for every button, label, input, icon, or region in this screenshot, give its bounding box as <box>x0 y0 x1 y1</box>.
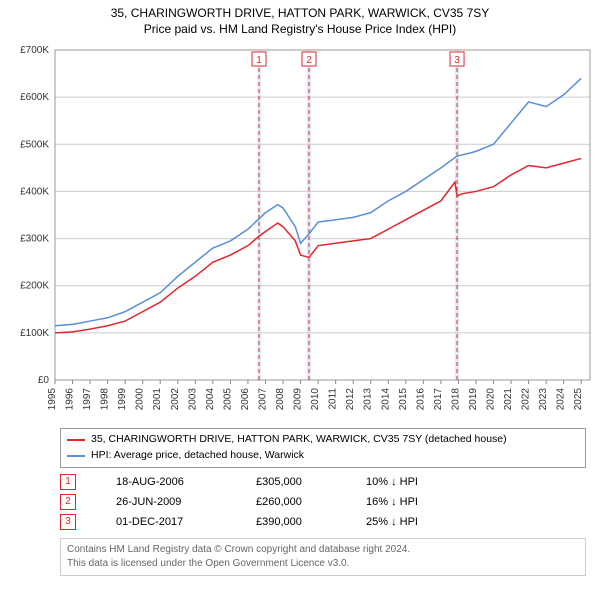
svg-text:2019: 2019 <box>468 388 479 411</box>
svg-text:1999: 1999 <box>117 388 128 411</box>
svg-text:2009: 2009 <box>293 388 304 411</box>
table-row: 3 01-DEC-2017 £390,000 25% ↓ HPI <box>60 512 586 532</box>
svg-text:3: 3 <box>454 55 460 66</box>
price-chart: £0 £100K £200K £300K £400K £500K £600K £700K 199… <box>0 40 600 420</box>
svg-text:2023: 2023 <box>538 388 549 411</box>
svg-text:£700K: £700K <box>20 45 49 56</box>
svg-text:2006: 2006 <box>240 388 251 411</box>
svg-text:1995: 1995 <box>47 388 58 411</box>
svg-text:2013: 2013 <box>363 388 374 411</box>
legend-swatch <box>67 439 85 441</box>
svg-text:2015: 2015 <box>398 388 409 411</box>
svg-text:£200K: £200K <box>20 281 49 292</box>
svg-text:2010: 2010 <box>310 388 321 411</box>
sale-price: £390,000 <box>256 516 326 528</box>
legend-item: 35, CHARINGWORTH DRIVE, HATTON PARK, WAR… <box>67 432 579 448</box>
svg-text:£600K: £600K <box>20 92 49 103</box>
attribution-line: Contains HM Land Registry data © Crown c… <box>67 543 579 557</box>
svg-text:2024: 2024 <box>556 388 567 411</box>
svg-text:2000: 2000 <box>135 388 146 411</box>
legend: 35, CHARINGWORTH DRIVE, HATTON PARK, WAR… <box>60 428 586 468</box>
svg-text:2014: 2014 <box>380 388 391 411</box>
legend-label: HPI: Average price, detached house, Warw… <box>91 448 304 464</box>
svg-text:£300K: £300K <box>20 234 49 245</box>
sales-table: 1 18-AUG-2006 £305,000 10% ↓ HPI 2 26-JU… <box>60 472 586 532</box>
sale-delta: 16% ↓ HPI <box>366 496 456 508</box>
sale-delta: 10% ↓ HPI <box>366 476 456 488</box>
svg-text:1997: 1997 <box>82 388 93 411</box>
marker-badge: 3 <box>60 514 76 530</box>
chart-subtitle: Price paid vs. HM Land Registry's House … <box>0 20 600 40</box>
svg-text:2018: 2018 <box>450 388 461 411</box>
svg-text:2005: 2005 <box>222 388 233 411</box>
svg-text:1996: 1996 <box>65 388 76 411</box>
sale-date: 18-AUG-2006 <box>116 476 216 488</box>
svg-text:2020: 2020 <box>486 388 497 411</box>
chart-title: 35, CHARINGWORTH DRIVE, HATTON PARK, WAR… <box>0 0 600 20</box>
svg-text:2022: 2022 <box>521 388 532 411</box>
svg-text:2011: 2011 <box>328 388 339 410</box>
svg-text:2025: 2025 <box>573 388 584 411</box>
legend-item: HPI: Average price, detached house, Warw… <box>67 448 579 464</box>
svg-text:2017: 2017 <box>433 388 444 411</box>
marker-badge: 2 <box>60 494 76 510</box>
svg-text:£100K: £100K <box>20 328 49 339</box>
svg-text:2: 2 <box>306 55 312 66</box>
svg-text:1: 1 <box>256 55 262 66</box>
sale-date: 01-DEC-2017 <box>116 516 216 528</box>
svg-text:2003: 2003 <box>187 388 198 411</box>
sale-delta: 25% ↓ HPI <box>366 516 456 528</box>
svg-text:1998: 1998 <box>100 388 111 411</box>
svg-text:2012: 2012 <box>345 388 356 411</box>
table-row: 1 18-AUG-2006 £305,000 10% ↓ HPI <box>60 472 586 492</box>
svg-text:2021: 2021 <box>503 388 514 411</box>
svg-text:2004: 2004 <box>205 388 216 411</box>
svg-text:2008: 2008 <box>275 388 286 411</box>
attribution-line: This data is licensed under the Open Gov… <box>67 557 579 571</box>
marker-badge: 1 <box>60 474 76 490</box>
svg-text:£500K: £500K <box>20 139 49 150</box>
sale-price: £305,000 <box>256 476 326 488</box>
svg-text:2016: 2016 <box>415 388 426 411</box>
svg-text:2007: 2007 <box>257 388 268 411</box>
svg-text:£0: £0 <box>38 375 50 386</box>
svg-text:2001: 2001 <box>152 388 163 411</box>
sale-date: 26-JUN-2009 <box>116 496 216 508</box>
legend-swatch <box>67 455 85 457</box>
attribution: Contains HM Land Registry data © Crown c… <box>60 538 586 576</box>
sale-price: £260,000 <box>256 496 326 508</box>
svg-text:£400K: £400K <box>20 186 49 197</box>
svg-text:2002: 2002 <box>170 388 181 411</box>
legend-label: 35, CHARINGWORTH DRIVE, HATTON PARK, WAR… <box>91 432 507 448</box>
table-row: 2 26-JUN-2009 £260,000 16% ↓ HPI <box>60 492 586 512</box>
